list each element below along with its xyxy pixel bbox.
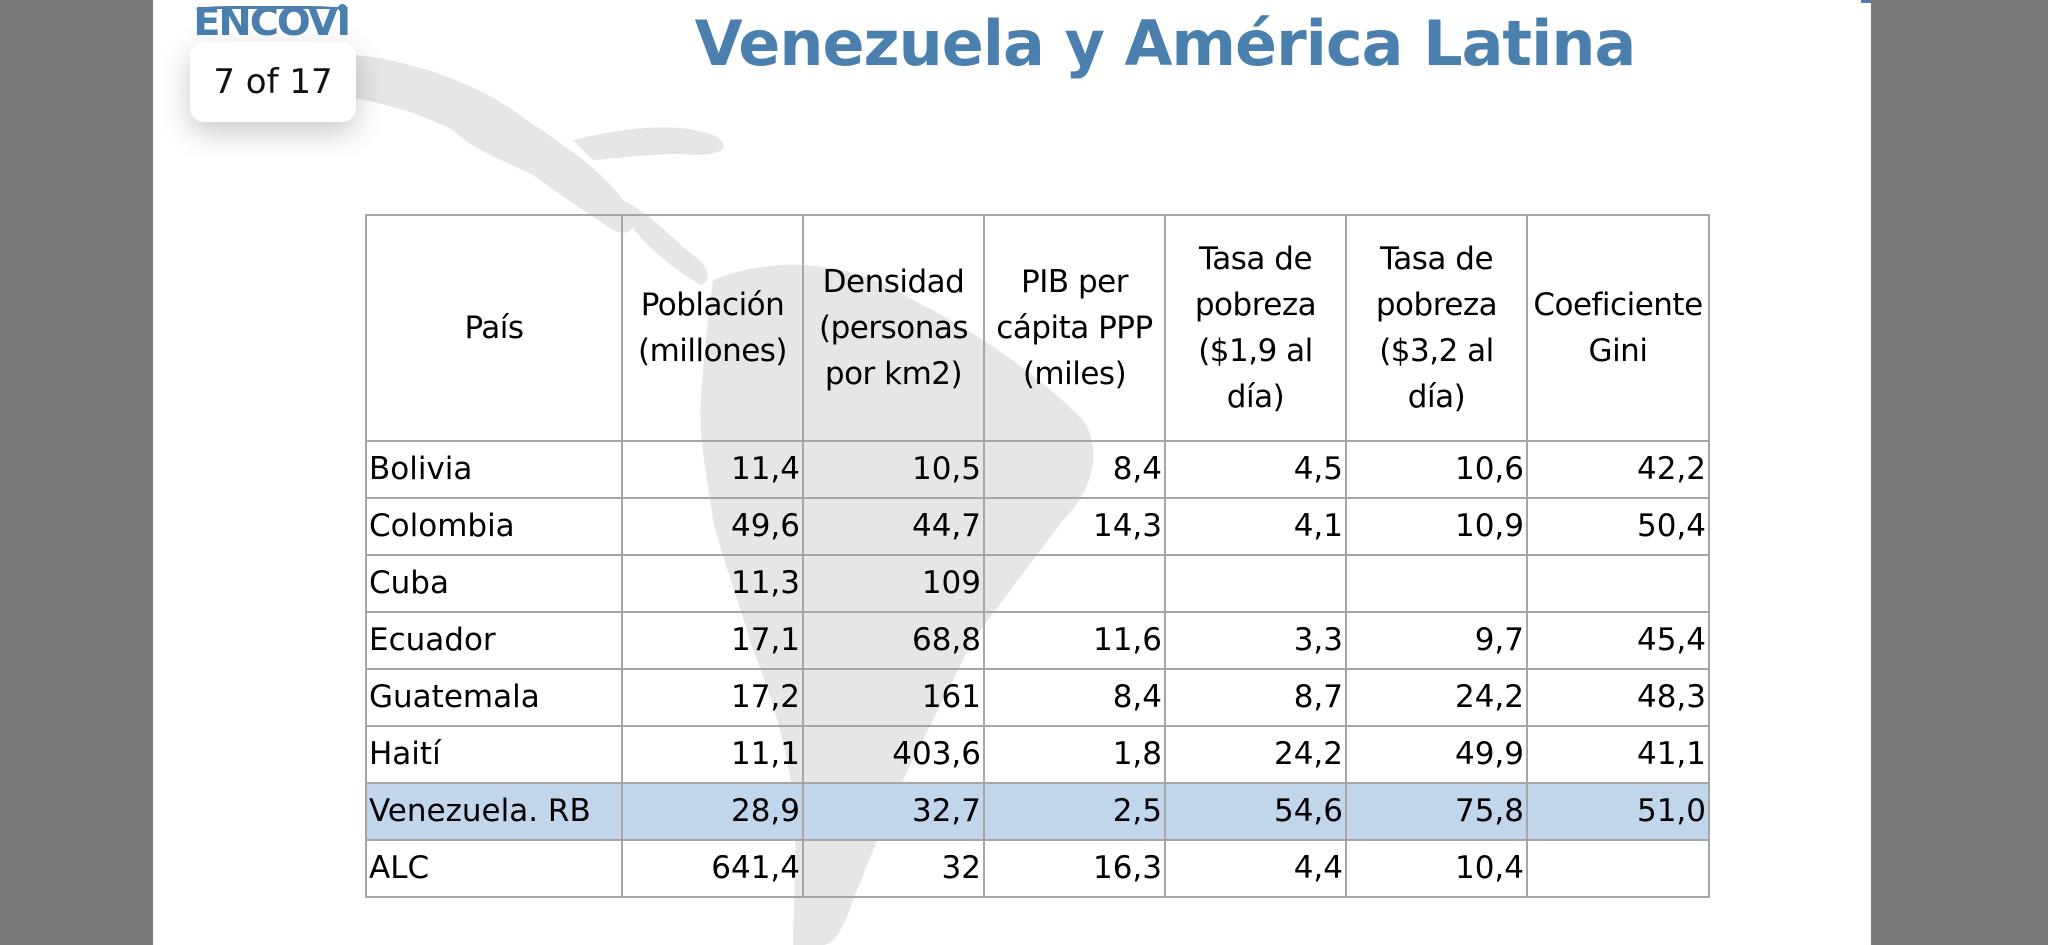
cell-gini: 50,4 [1526, 497, 1710, 556]
table-row-highlighted: Venezuela. RB 28,9 32,7 2,5 54,6 75,8 51… [365, 782, 1710, 841]
table-row: Bolivia 11,4 10,5 8,4 4,5 10,6 42,2 [365, 440, 1710, 499]
cell-pobreza-32 [1345, 554, 1528, 613]
cell-gini [1526, 554, 1710, 613]
cell-country: Haití [365, 725, 623, 784]
slide-title: Venezuela y América Latina [694, 7, 1637, 80]
cell-pib: 16,3 [983, 839, 1166, 898]
cell-pobreza-32: 24,2 [1345, 668, 1528, 727]
cell-gini: 42,2 [1526, 440, 1710, 499]
cell-poblacion: 49,6 [621, 497, 804, 556]
table-row: Ecuador 17,1 68,8 11,6 3,3 9,7 45,4 [365, 611, 1710, 670]
header-row: País Población (millones) Densidad (pers… [365, 214, 1710, 442]
cell-country: Cuba [365, 554, 623, 613]
cell-country: Bolivia [365, 440, 623, 499]
cell-pobreza-19: 3,3 [1164, 611, 1347, 670]
cell-pobreza-32: 9,7 [1345, 611, 1528, 670]
cell-pib: 11,6 [983, 611, 1166, 670]
cell-poblacion: 17,1 [621, 611, 804, 670]
logo-dot [338, 4, 347, 12]
cell-pobreza-19: 4,5 [1164, 440, 1347, 499]
indicators-table: País Población (millones) Densidad (pers… [365, 214, 1710, 898]
cell-country: Venezuela. RB [365, 782, 623, 841]
cell-poblacion: 11,1 [621, 725, 804, 784]
cell-pib: 14,3 [983, 497, 1166, 556]
cell-pib: 8,4 [983, 668, 1166, 727]
cell-densidad: 44,7 [802, 497, 985, 556]
cell-country: Ecuador [365, 611, 623, 670]
cell-pobreza-32: 10,4 [1345, 839, 1528, 898]
header-pobreza-32: Tasa de pobreza ($3,2 al día) [1345, 214, 1528, 442]
cell-pobreza-32: 49,9 [1345, 725, 1528, 784]
cell-pib: 1,8 [983, 725, 1166, 784]
cell-densidad: 32 [802, 839, 985, 898]
cell-densidad: 403,6 [802, 725, 985, 784]
encovi-logo: ENCOVI [193, 0, 351, 54]
cell-pobreza-19: 8,7 [1164, 668, 1347, 727]
table-row: Colombia 49,6 44,7 14,3 4,1 10,9 50,4 [365, 497, 1710, 556]
cell-pib: 2,5 [983, 782, 1166, 841]
cell-gini: 41,1 [1526, 725, 1710, 784]
cell-pobreza-32: 10,9 [1345, 497, 1528, 556]
cell-densidad: 161 [802, 668, 985, 727]
cell-pib [983, 554, 1166, 613]
cell-poblacion: 17,2 [621, 668, 804, 727]
header-densidad: Densidad (personas por km2) [802, 214, 985, 442]
cell-pobreza-19 [1164, 554, 1347, 613]
cell-pobreza-19: 54,6 [1164, 782, 1347, 841]
cell-densidad: 109 [802, 554, 985, 613]
cell-poblacion: 28,9 [621, 782, 804, 841]
cell-gini: 48,3 [1526, 668, 1710, 727]
cell-pobreza-19: 4,4 [1164, 839, 1347, 898]
slide: ENCOVI Venezuela y América Latina País P… [153, 0, 1871, 945]
header-pais: País [365, 214, 623, 442]
cell-pib: 8,4 [983, 440, 1166, 499]
table-row: ALC 641,4 32 16,3 4,4 10,4 [365, 839, 1710, 898]
cell-gini: 45,4 [1526, 611, 1710, 670]
header-pib: PIB per cápita PPP (miles) [983, 214, 1166, 442]
table-row: Cuba 11,3 109 [365, 554, 1710, 613]
header-gini: Coeficiente Gini [1526, 214, 1710, 442]
cell-poblacion: 11,3 [621, 554, 804, 613]
cell-gini: 51,0 [1526, 782, 1710, 841]
cell-pobreza-19: 24,2 [1164, 725, 1347, 784]
cell-pobreza-32: 10,6 [1345, 440, 1528, 499]
top-accent-bar [1861, 0, 1871, 3]
cell-pobreza-32: 75,8 [1345, 782, 1528, 841]
cell-poblacion: 641,4 [621, 839, 804, 898]
logo-swoop [195, 6, 345, 13]
cell-gini [1526, 839, 1710, 898]
header-poblacion: Población (millones) [621, 214, 804, 442]
cell-country: ALC [365, 839, 623, 898]
page-indicator: 7 of 17 [190, 42, 356, 122]
header-pobreza-19: Tasa de pobreza ($1,9 al día) [1164, 214, 1347, 442]
table-row: Guatemala 17,2 161 8,4 8,7 24,2 48,3 [365, 668, 1710, 727]
cell-densidad: 10,5 [802, 440, 985, 499]
cell-country: Guatemala [365, 668, 623, 727]
table-row: Haití 11,1 403,6 1,8 24,2 49,9 41,1 [365, 725, 1710, 784]
cell-densidad: 68,8 [802, 611, 985, 670]
cell-country: Colombia [365, 497, 623, 556]
cell-densidad: 32,7 [802, 782, 985, 841]
cell-pobreza-19: 4,1 [1164, 497, 1347, 556]
cell-poblacion: 11,4 [621, 440, 804, 499]
